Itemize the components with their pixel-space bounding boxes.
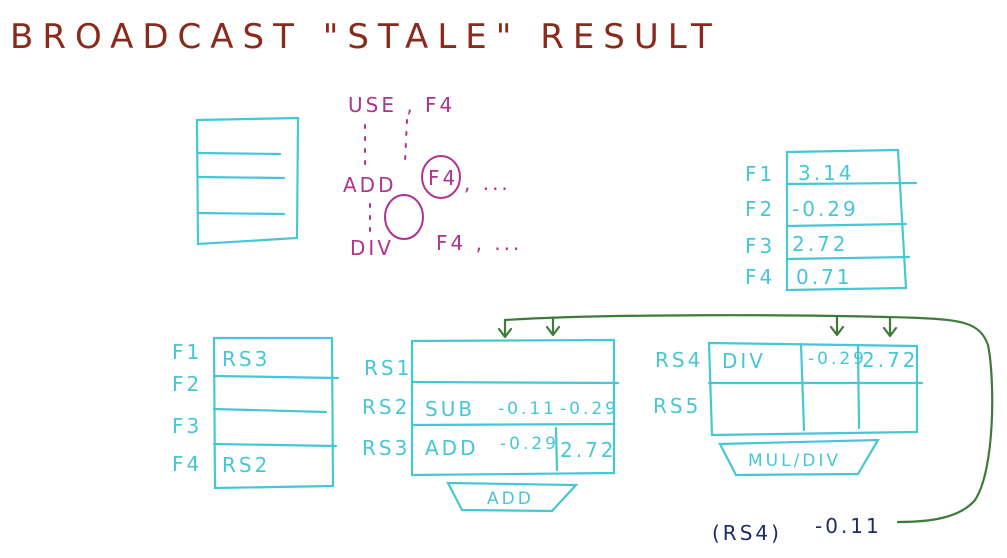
regfile-name-f2: F2 — [745, 197, 775, 221]
add-reservation-stations: RS1 RS2 RS3 SUB -0.11 -0.29 ADD -0.29 2.… — [362, 338, 620, 477]
rs3-v1: -0.29 — [500, 434, 559, 454]
code-div-tail: F4 , ... — [436, 231, 522, 255]
rs2-op: SUB — [425, 397, 475, 421]
broadcast-tag: (RS4) — [712, 521, 782, 545]
code-line-use: USE , F4 — [348, 93, 455, 117]
rat-name-f3: F3 — [172, 414, 202, 438]
rs3-op: ADD — [425, 436, 478, 460]
add-unit: ADD — [446, 481, 579, 513]
regfile-name-f3: F3 — [745, 234, 775, 258]
rat-name-f4: F4 — [172, 452, 202, 476]
empty-circle — [384, 194, 424, 240]
rs2-v1: -0.11 — [498, 399, 557, 419]
register-alias-table: F1 F2 F3 F4 RS3 RS2 — [172, 336, 340, 490]
rs-name-rs3: RS3 — [362, 436, 410, 460]
rs4-v2: 2.72 — [862, 348, 919, 372]
register-file: F1 F2 F3 F4 3.14 -0.29 2.72 0.71 — [745, 148, 918, 292]
muldiv-unit: MUL/DIV — [718, 438, 880, 477]
rs4-op: DIV — [722, 349, 766, 373]
rat-name-f1: F1 — [172, 340, 202, 364]
broadcast-bus — [497, 314, 994, 524]
rs4-v1: -0.29 — [808, 349, 867, 369]
rat-value-f4: RS2 — [222, 453, 270, 477]
diagram-title: BROADCAST "STALE" RESULT — [10, 17, 721, 57]
regfile-value-f3: 2.72 — [792, 232, 849, 256]
code-add-tail: , ... — [464, 171, 511, 195]
rs-name-rs1: RS1 — [364, 356, 412, 380]
instruction-queue — [195, 116, 300, 246]
broadcast-result: (RS4) -0.11 — [712, 514, 882, 545]
regfile-value-f4: 0.71 — [796, 265, 853, 289]
regfile-name-f1: F1 — [745, 162, 775, 186]
rs2-v2: -0.29 — [560, 399, 619, 419]
f4-circle — [421, 155, 461, 199]
broadcast-value: -0.11 — [815, 514, 882, 538]
rat-value-f1: RS3 — [222, 347, 270, 371]
rs-name-rs5: RS5 — [653, 394, 701, 418]
code-div-op: DIV — [350, 236, 394, 260]
muldiv-reservation-stations: RS4 RS5 DIV -0.29 2.72 — [653, 341, 924, 437]
regfile-value-f2: -0.29 — [792, 197, 859, 221]
regfile-value-f1: 3.14 — [798, 161, 855, 185]
code-snippet: USE , F4 ADD F4 , ... DIV F4 , ... — [343, 93, 522, 260]
code-add-op: ADD — [343, 173, 396, 197]
rs-name-rs2: RS2 — [362, 395, 410, 419]
muldiv-unit-label: MUL/DIV — [748, 451, 841, 471]
regfile-name-f4: F4 — [745, 265, 775, 289]
add-unit-label: ADD — [487, 489, 534, 509]
rs-name-rs4: RS4 — [655, 348, 703, 372]
rs3-v2: 2.72 — [560, 438, 617, 462]
code-add-reg: F4 — [428, 166, 458, 190]
rat-name-f2: F2 — [172, 372, 202, 396]
